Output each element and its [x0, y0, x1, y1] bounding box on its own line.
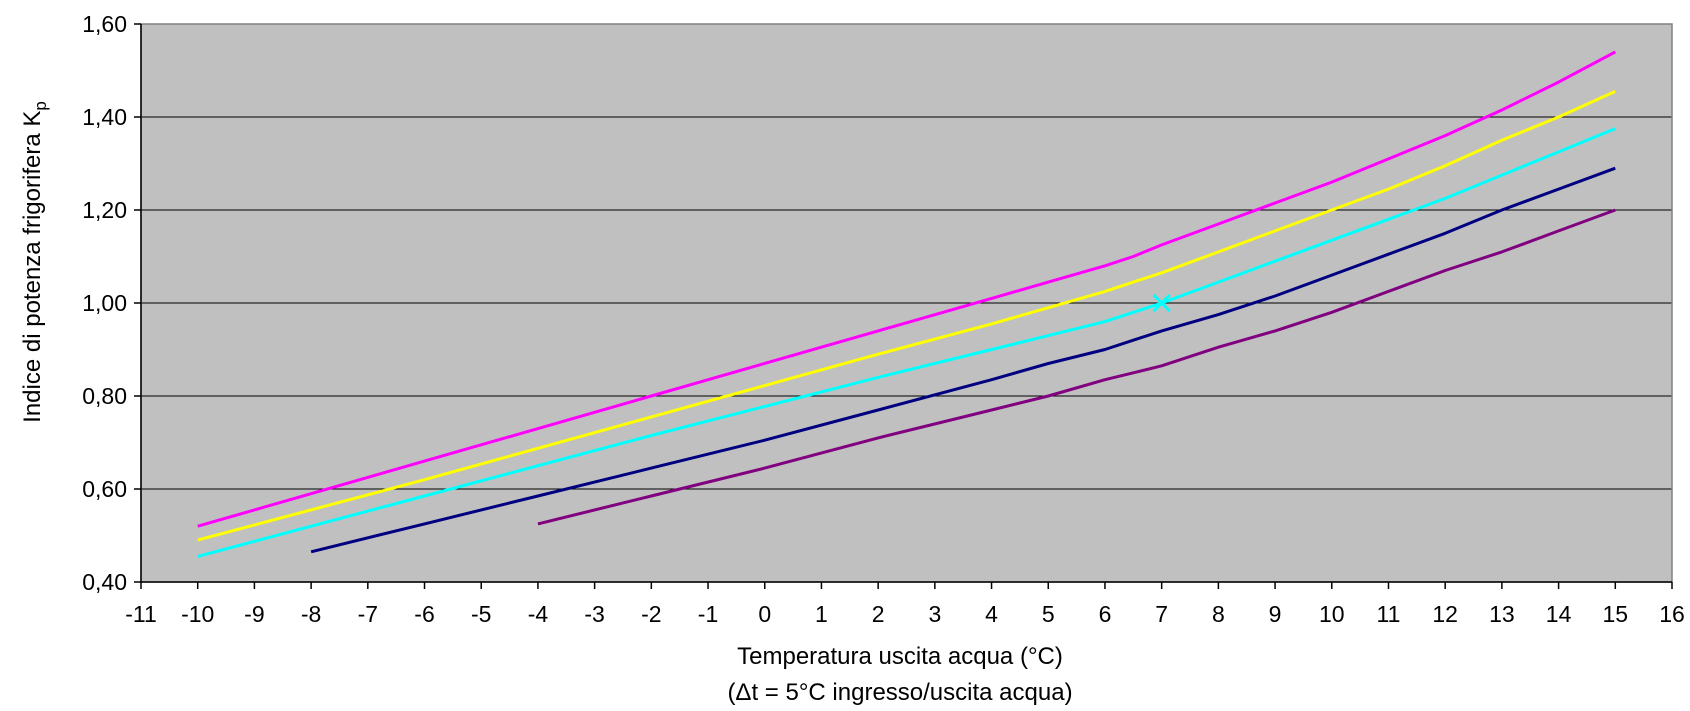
- y-tick-label: 1,20: [82, 197, 127, 223]
- x-tick-label: -6: [414, 601, 434, 627]
- x-tick-label: -3: [584, 601, 604, 627]
- x-tick-label: 10: [1319, 601, 1345, 627]
- x-tick-label: -11: [125, 601, 157, 627]
- x-tick-label: 12: [1432, 601, 1458, 627]
- x-axis-title: Temperatura uscita acqua (°C): [737, 643, 1063, 670]
- x-tick-label: -1: [698, 601, 718, 627]
- x-tick-label: 9: [1269, 601, 1282, 627]
- x-tick-label: -8: [301, 601, 321, 627]
- series-lines: [197, 50, 1617, 558]
- y-tick-label: 0,60: [82, 476, 127, 502]
- y-axis-title-main: Indice di potenza frigorifera K: [19, 111, 46, 423]
- series-line-2: [197, 90, 1616, 542]
- series-line-4: [310, 166, 1616, 554]
- x-tick-label: 2: [872, 601, 885, 627]
- marker-stroke: [1152, 293, 1171, 313]
- x-tick-label: 3: [928, 601, 941, 627]
- y-tick-label: 1,60: [82, 11, 127, 37]
- x-tick-label: -10: [181, 601, 214, 627]
- x-tick-label: -5: [471, 601, 491, 627]
- x-tick-label: 13: [1489, 601, 1515, 627]
- x-tick-label: -7: [358, 601, 378, 627]
- y-axis-ticks: 0,40 0,60 0,80 1,00 1,20 1,40 1,60: [82, 11, 141, 595]
- x-tick-label: -9: [244, 601, 264, 627]
- x-tick-label: 0: [758, 601, 771, 627]
- x-tick-label: 8: [1212, 601, 1225, 627]
- reference-marker: [1152, 293, 1171, 313]
- x-tick-label: 6: [1099, 601, 1112, 627]
- series-line-1: [197, 50, 1617, 528]
- y-tick-label: 0,40: [82, 569, 127, 595]
- y-tick-label: 0,80: [82, 383, 127, 409]
- x-tick-label: 7: [1155, 601, 1168, 627]
- x-tick-label: 1: [815, 601, 828, 627]
- x-axis-note: (Δt = 5°C ingresso/uscita acqua): [727, 679, 1072, 706]
- x-tick-label: -4: [528, 601, 549, 627]
- x-axis-ticks: -11 -10 -9 -8 -7 -6 -5 -4 -3 -2 -1 0 1 2 3 4 5 6 7 8 9 10 11 12…: [125, 582, 1685, 627]
- x-tick-label: 4: [985, 601, 998, 627]
- x-tick-label: 14: [1546, 601, 1572, 627]
- x-tick-label: 5: [1042, 601, 1055, 627]
- y-tick-label: 1,40: [82, 104, 127, 130]
- x-tick-label: 15: [1602, 601, 1628, 627]
- x-tick-label: -2: [641, 601, 661, 627]
- y-axis-title: Indice di potenza frigorifera Kp: [19, 101, 50, 423]
- y-axis-title-subscript: p: [31, 101, 50, 110]
- x-tick-label: 11: [1377, 601, 1401, 627]
- x-tick-label: 16: [1659, 601, 1685, 627]
- y-tick-label: 1,00: [82, 290, 127, 316]
- series-line-5: [537, 208, 1616, 526]
